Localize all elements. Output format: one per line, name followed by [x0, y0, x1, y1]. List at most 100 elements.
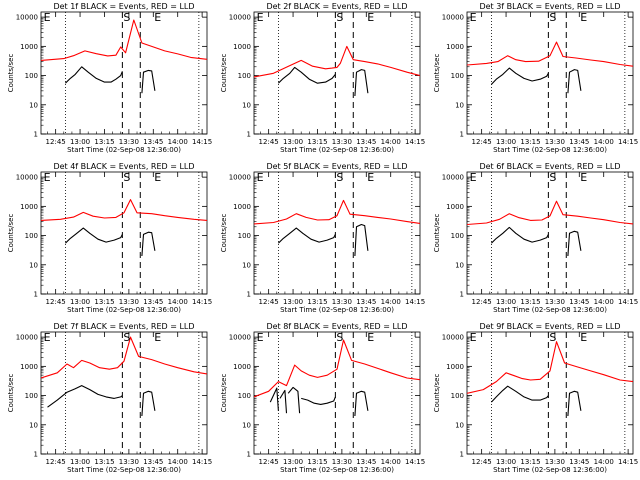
plot-frame — [466, 171, 634, 295]
interval-marker-label: S — [549, 11, 556, 24]
x-tick-label: 12:45 — [259, 458, 279, 466]
chart-panel: Det 1f BLACK = Events, RED = LLD 1 10 100 10… — [0, 0, 213, 160]
y-tick-label: 10 — [455, 261, 464, 269]
x-tick-label: 14:15 — [618, 458, 638, 466]
events-series-line — [354, 390, 369, 417]
x-axis-label: Start Time (02-Sep-08 12:36:00) — [493, 466, 607, 474]
x-tick-label: 13:00 — [70, 458, 90, 466]
x-tick-label: 12:45 — [259, 298, 279, 306]
x-tick-label: 12:45 — [46, 458, 66, 466]
y-tick-label: 1 — [460, 291, 464, 299]
interval-marker-label: E — [44, 331, 51, 344]
chart-svg: Det 9f BLACK = Events, RED = LLD 1 10 100 10… — [433, 322, 638, 474]
chart-panel: Det 2f BLACK = Events, RED = LLD 1 10 100 10… — [213, 0, 426, 160]
y-axis-label: Counts/sec — [220, 214, 228, 253]
chart-title: Det 2f BLACK = Events, RED = LLD — [266, 2, 407, 11]
x-tick-label: 13:30 — [119, 298, 139, 306]
y-tick-label: 10000 — [229, 14, 251, 22]
y-tick-label: 100 — [238, 232, 251, 240]
interval-marker-label: E — [44, 171, 51, 184]
x-tick-label: 13:00 — [496, 458, 516, 466]
y-tick-label: 100 — [25, 72, 38, 80]
x-tick-label: 14:15 — [192, 138, 212, 146]
x-tick-label: 14:00 — [594, 138, 614, 146]
chart-panel: Det 4f BLACK = Events, RED = LLD 1 10 100 10… — [0, 160, 213, 320]
x-tick-label: 14:15 — [405, 298, 425, 306]
events-series-line — [490, 385, 549, 403]
y-tick-label: 1 — [34, 291, 38, 299]
x-tick-label: 13:30 — [119, 458, 139, 466]
interval-marker-label: E — [470, 331, 477, 344]
x-tick-label: 14:00 — [594, 298, 614, 306]
interval-marker-label: S — [336, 171, 343, 184]
chart-svg: Det 7f BLACK = Events, RED = LLD 1 10 100 10… — [7, 322, 212, 474]
events-series-line — [269, 387, 279, 411]
events-series-line — [141, 390, 156, 417]
y-tick-label: 100 — [25, 392, 38, 400]
x-tick-label: 13:30 — [332, 138, 352, 146]
lld-series-line — [467, 341, 633, 394]
x-tick-label: 14:15 — [192, 298, 212, 306]
interval-marker-label: S — [123, 11, 130, 24]
y-tick-label: 10 — [242, 101, 251, 109]
x-tick-label: 13:45 — [356, 138, 376, 146]
x-axis-label: Start Time (02-Sep-08 12:36:00) — [493, 146, 607, 154]
y-tick-label: 100 — [238, 392, 251, 400]
x-tick-label: 13:30 — [332, 458, 352, 466]
x-tick-label: 13:00 — [70, 298, 90, 306]
x-tick-label: 14:15 — [192, 458, 212, 466]
x-tick-label: 13:00 — [283, 458, 303, 466]
chart-svg: Det 4f BLACK = Events, RED = LLD 1 10 100 10… — [7, 162, 212, 314]
x-tick-label: 13:00 — [283, 298, 303, 306]
y-tick-label: 100 — [25, 232, 38, 240]
chart-title: Det 6f BLACK = Events, RED = LLD — [479, 162, 620, 171]
x-tick-label: 13:45 — [569, 458, 589, 466]
y-tick-label: 1 — [247, 291, 251, 299]
events-series-line — [141, 69, 156, 94]
events-series-line — [567, 390, 582, 417]
x-tick-label: 14:00 — [381, 298, 401, 306]
x-axis-label: Start Time (02-Sep-08 12:36:00) — [67, 466, 181, 474]
chart-panel: Det 8f BLACK = Events, RED = LLD 1 10 100 10… — [213, 320, 426, 480]
interval-marker-label: E — [470, 171, 477, 184]
plot-frame — [466, 11, 634, 135]
y-tick-label: 1000 — [446, 203, 464, 211]
x-axis-label: Start Time (02-Sep-08 12:36:00) — [280, 306, 394, 314]
x-tick-label: 13:15 — [94, 298, 114, 306]
x-axis-label: Start Time (02-Sep-08 12:36:00) — [67, 146, 181, 154]
y-tick-label: 1000 — [20, 203, 38, 211]
chart-svg: Det 3f BLACK = Events, RED = LLD 1 10 100 10… — [433, 2, 638, 154]
y-axis-label: Counts/sec — [433, 214, 441, 253]
x-tick-label: 14:00 — [168, 458, 188, 466]
y-tick-label: 10000 — [442, 14, 464, 22]
chart-title: Det 7f BLACK = Events, RED = LLD — [53, 322, 194, 331]
x-tick-label: 13:45 — [356, 458, 376, 466]
y-axis-label: Counts/sec — [433, 374, 441, 413]
chart-svg: Det 6f BLACK = Events, RED = LLD 1 10 100 10… — [433, 162, 638, 314]
interval-marker-label: E — [367, 331, 374, 344]
x-axis-label: Start Time (02-Sep-08 12:36:00) — [280, 146, 394, 154]
x-tick-label: 13:00 — [496, 298, 516, 306]
y-tick-label: 10 — [29, 101, 38, 109]
x-tick-label: 12:45 — [46, 138, 66, 146]
chart-title: Det 8f BLACK = Events, RED = LLD — [266, 322, 407, 331]
interval-marker-label: S — [336, 331, 343, 344]
interval-marker-label: S — [549, 171, 556, 184]
interval-marker-label: E — [470, 11, 477, 24]
x-tick-label: 13:45 — [143, 138, 163, 146]
chart-svg: Det 8f BLACK = Events, RED = LLD 1 10 100 10… — [220, 322, 425, 474]
x-axis-label: Start Time (02-Sep-08 12:36:00) — [67, 306, 181, 314]
y-tick-label: 1000 — [20, 363, 38, 371]
x-tick-label: 12:45 — [472, 298, 492, 306]
x-tick-label: 12:45 — [472, 458, 492, 466]
chart-title: Det 5f BLACK = Events, RED = LLD — [266, 162, 407, 171]
events-series-line — [301, 396, 336, 405]
y-tick-label: 10000 — [16, 334, 38, 342]
x-tick-label: 14:15 — [405, 138, 425, 146]
events-series-line — [491, 226, 549, 244]
events-series-line — [567, 230, 582, 257]
events-series-line — [567, 69, 582, 94]
x-tick-label: 13:45 — [143, 458, 163, 466]
x-tick-label: 12:45 — [472, 138, 492, 146]
